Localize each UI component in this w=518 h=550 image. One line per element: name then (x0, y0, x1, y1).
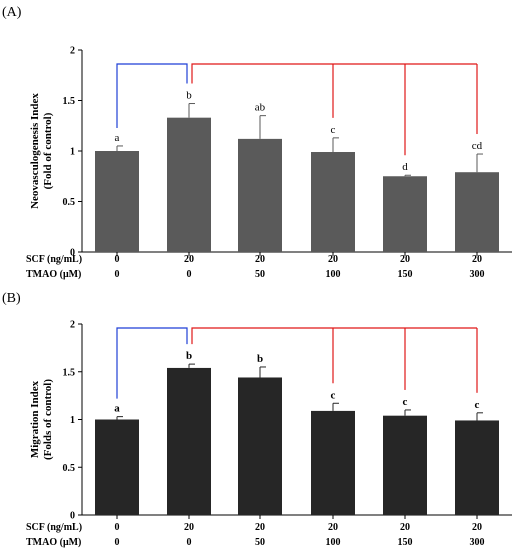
condition-value: 20 (400, 522, 410, 533)
condition-value: 150 (398, 537, 413, 548)
bar (238, 377, 282, 515)
condition-value: 50 (255, 537, 265, 548)
condition-value: 20 (255, 254, 265, 265)
y-tick-label: 1.5 (63, 367, 76, 378)
condition-value: 0 (115, 522, 120, 533)
condition-value: 0 (115, 537, 120, 548)
significance-label: a (114, 403, 120, 415)
significance-label: b (186, 350, 192, 362)
condition-value: 20 (328, 254, 338, 265)
y-tick-label: 2 (70, 320, 75, 331)
y-tick-label: 0 (70, 511, 75, 522)
panel-b: (B) 0 0.5 1 1.5 2 Migration Index (Folds of con… (2, 291, 512, 548)
y-tick-label: 1 (70, 415, 75, 426)
condition-value: 0 (187, 269, 192, 280)
y-axis-label: (Folds of control) (42, 379, 54, 460)
condition-value: 300 (470, 537, 485, 548)
significance-label: c (331, 389, 336, 401)
y-tick-label: 1.5 (63, 96, 76, 107)
bar (311, 152, 355, 252)
y-tick-label: 0.5 (63, 463, 76, 474)
bar (167, 367, 211, 515)
significance-label: a (115, 132, 120, 144)
bar (311, 410, 355, 515)
condition-value: 20 (184, 254, 194, 265)
bar (238, 138, 282, 252)
condition-value: 0 (187, 537, 192, 548)
condition-value: 20 (472, 254, 482, 265)
y-tick-label: 0 (70, 248, 75, 259)
condition-row-label: SCF (ng/mL) (26, 522, 82, 533)
comparison-bracket-control (116, 63, 188, 128)
bar (383, 415, 427, 515)
condition-value: 0 (115, 254, 120, 265)
condition-value: 0 (115, 269, 120, 280)
condition-value: 20 (255, 522, 265, 533)
panel-a: (A) 0 0.5 1 1.5 2 Neovasculogenesis Index (Fold… (2, 5, 512, 280)
condition-row-label: TMAO (μM) (26, 537, 81, 548)
bar (95, 151, 139, 252)
condition-value: 300 (470, 269, 485, 280)
panel-label: (A) (2, 5, 22, 20)
y-tick-label: 1 (70, 147, 75, 158)
y-axis-label: (Fold of control) (42, 112, 54, 189)
significance-label: d (402, 161, 408, 173)
condition-value: 150 (398, 269, 413, 280)
y-tick-label: 2 (70, 46, 75, 57)
bar (383, 176, 427, 252)
significance-label: c (331, 124, 336, 136)
y-tick-label: 0.5 (63, 197, 76, 208)
condition-value: 20 (400, 254, 410, 265)
bar (167, 117, 211, 252)
condition-value: 20 (184, 522, 194, 533)
significance-label: b (186, 90, 192, 102)
significance-label: c (475, 399, 480, 411)
condition-value: 100 (326, 537, 341, 548)
panel-label: (B) (2, 291, 21, 306)
bar (95, 419, 139, 515)
comparison-bracket-treatment (191, 327, 477, 345)
condition-row-label: TMAO (μM) (26, 269, 81, 280)
comparison-bracket-treatment (191, 63, 477, 84)
bar (455, 172, 499, 252)
significance-label: c (403, 396, 408, 408)
condition-value: 50 (255, 269, 265, 280)
significance-label: ab (255, 102, 266, 114)
significance-label: b (257, 353, 263, 365)
condition-value: 100 (326, 269, 341, 280)
comparison-bracket-control (116, 327, 188, 399)
condition-value: 20 (328, 522, 338, 533)
condition-value: 20 (472, 522, 482, 533)
condition-row-label: SCF (ng/mL) (26, 254, 82, 265)
y-axis-label: Migration Index (29, 380, 41, 458)
bar (455, 420, 499, 515)
significance-label: cd (472, 140, 483, 152)
y-axis-label: Neovasculogenesis Index (29, 93, 41, 209)
